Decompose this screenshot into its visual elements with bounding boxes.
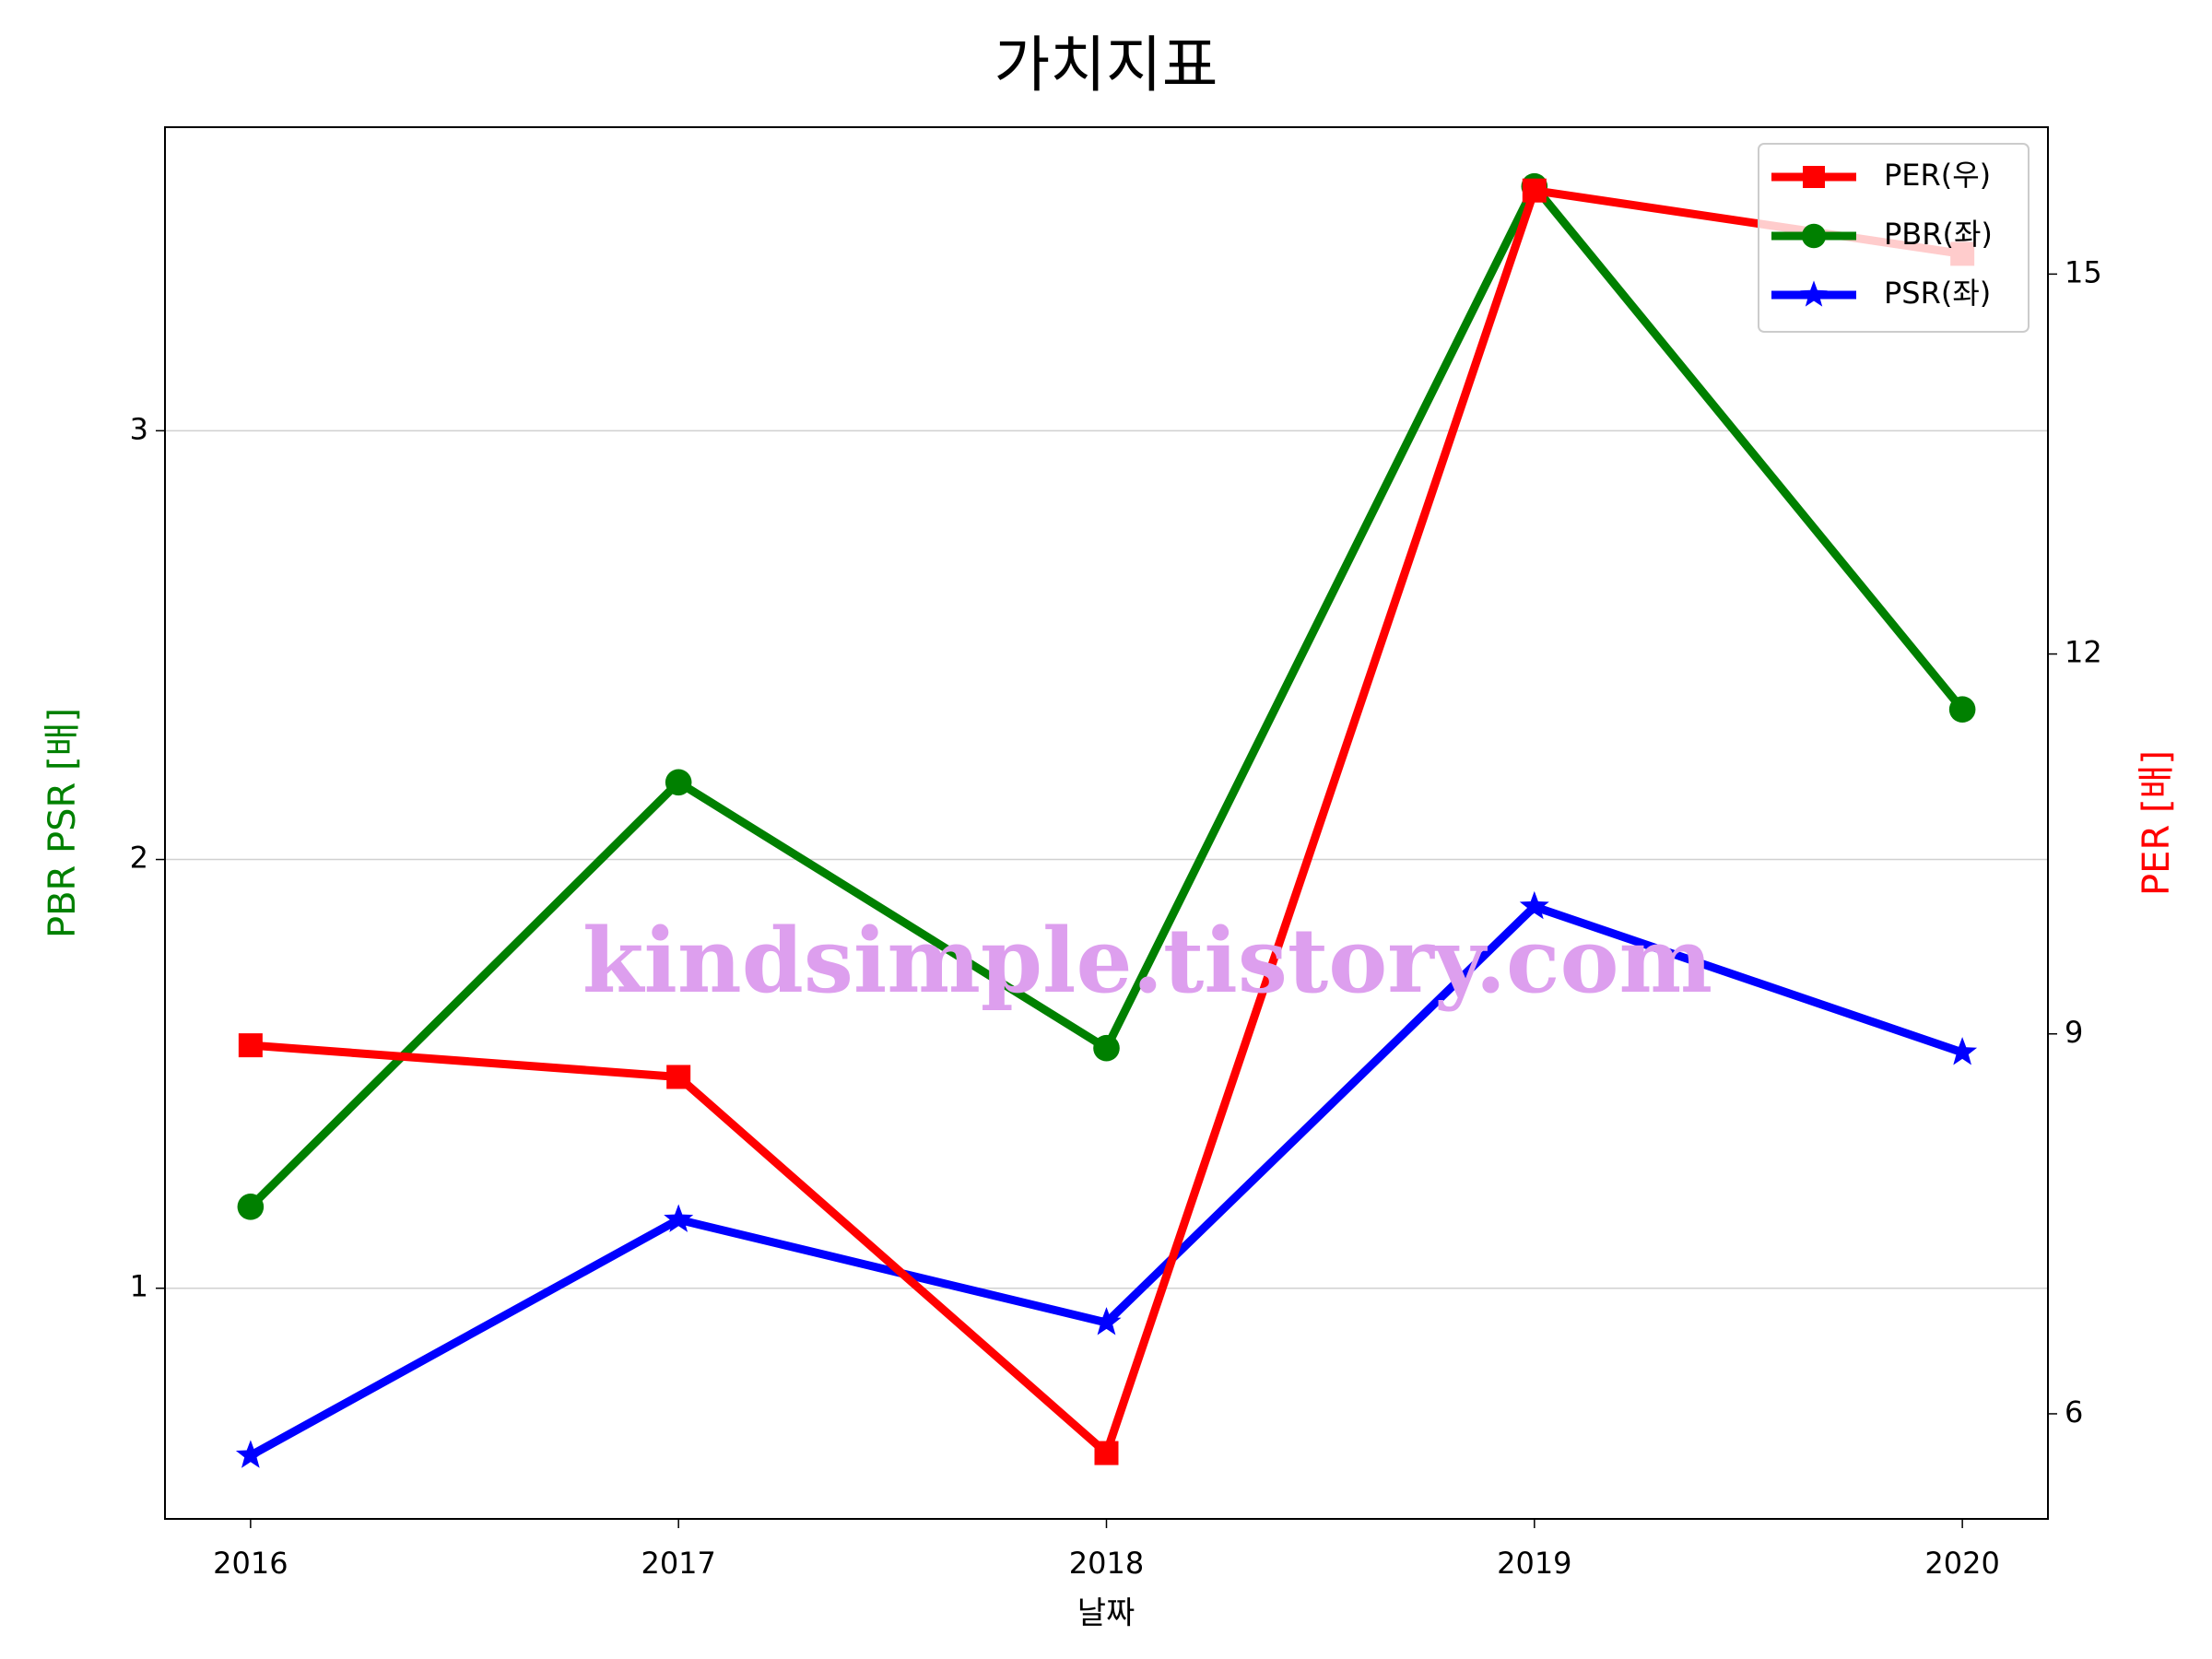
watermark: kindsimple.tistory.com	[582, 909, 1712, 1013]
y2-tick-label: 15	[2065, 254, 2102, 289]
x-tick-label: 2018	[1069, 1546, 1144, 1581]
chart-title: 가치지표	[994, 29, 1218, 100]
x-tick-label: 2017	[641, 1546, 715, 1581]
plot-frame	[164, 126, 2049, 1520]
marker	[237, 1194, 265, 1220]
x-tick-label: 2016	[213, 1546, 288, 1581]
y2-tick-label: 9	[2065, 1015, 2083, 1050]
series-line	[250, 186, 1963, 1458]
y2-tick-label: 6	[2065, 1394, 2083, 1430]
legend-label: PER(우)	[1884, 158, 1991, 193]
y-tick-label: 2	[130, 841, 148, 876]
y-tick-label: 1	[130, 1269, 148, 1304]
marker	[1522, 178, 1547, 203]
y2-axis-label: PER [배]	[2136, 750, 2178, 896]
x-tick-label: 2019	[1497, 1546, 1571, 1581]
marker	[1094, 1441, 1119, 1465]
y-axis-label: PBR PSR [배]	[41, 708, 84, 938]
y-tick-label: 3	[130, 411, 148, 446]
y2-tick-label: 12	[2065, 635, 2102, 670]
marker	[1093, 1034, 1120, 1062]
marker	[1947, 1037, 1978, 1065]
x-tick-label: 2020	[1924, 1546, 1999, 1581]
marker	[1801, 223, 1827, 249]
marker	[666, 1065, 691, 1089]
marker	[1091, 1307, 1122, 1335]
marker	[235, 1440, 265, 1468]
legend: PER(우) PBR(좌) PSR(좌)	[1758, 143, 2030, 333]
legend-label: PSR(좌)	[1884, 276, 1991, 311]
marker	[1800, 280, 1828, 307]
marker	[1519, 890, 1549, 920]
marker	[1803, 166, 1825, 188]
marker	[238, 1033, 263, 1058]
marker	[665, 769, 692, 796]
legend-box	[1758, 143, 2030, 333]
marker	[664, 1204, 694, 1232]
marker	[1948, 696, 1976, 724]
x-axis-label: 날짜	[1077, 1595, 1135, 1632]
legend-label: PBR(좌)	[1884, 217, 1993, 252]
